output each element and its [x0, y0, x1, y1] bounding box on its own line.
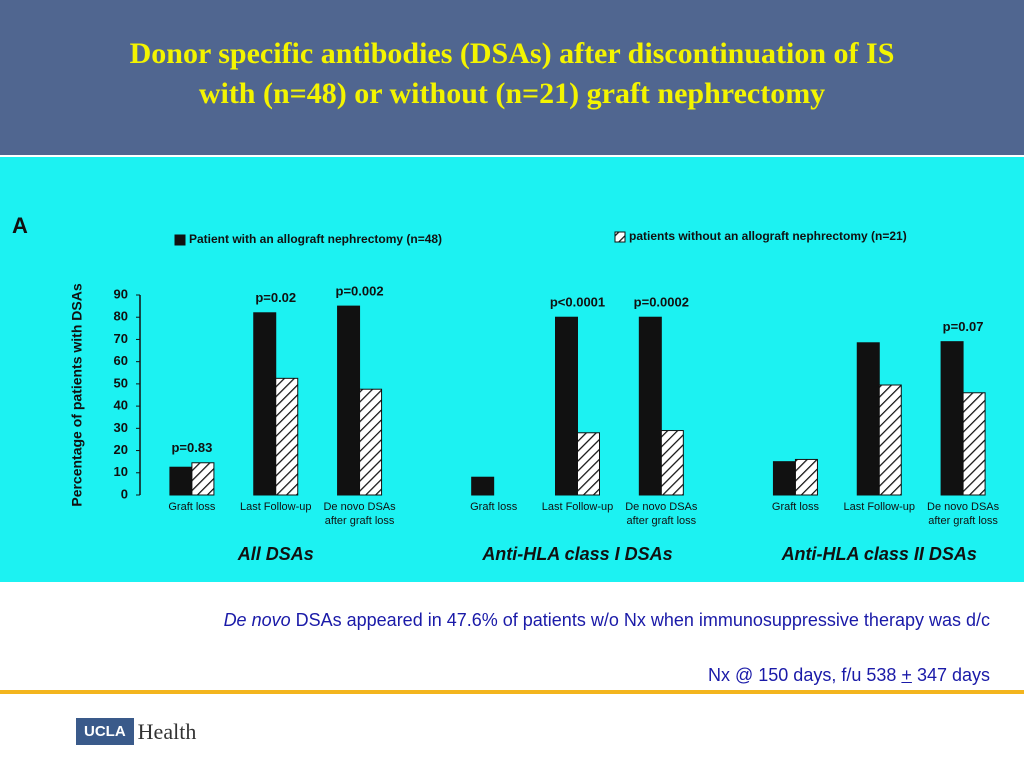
group-label: Anti-HLA class II DSAs — [781, 544, 977, 564]
title-band: Donor specific antibodies (DSAs) after d… — [0, 0, 1024, 155]
x-tick-label: De novo DSAs after graft loss — [927, 501, 1000, 527]
bar — [253, 312, 277, 496]
y-tick-label: 50 — [114, 375, 128, 390]
bar — [940, 341, 964, 496]
x-tick-label: Graft loss — [772, 501, 820, 513]
bar — [275, 377, 299, 496]
bar — [962, 392, 986, 496]
panel-label: A — [12, 213, 28, 238]
p-value: p<0.0001 — [550, 295, 605, 310]
x-tick-label: Graft loss — [168, 501, 216, 513]
p-value: p=0.0002 — [634, 295, 689, 310]
bar — [878, 384, 902, 496]
y-axis-label: Percentage of patients with DSAs — [69, 283, 85, 506]
x-tick-label: De novo DSAs after graft loss — [323, 501, 396, 527]
caption-text: 347 days — [916, 665, 990, 685]
divider — [0, 690, 1024, 694]
y-tick-label: 70 — [114, 331, 128, 346]
y-tick-label: 40 — [114, 398, 128, 413]
legend-swatch — [614, 231, 626, 243]
y-tick-label: 0 — [121, 486, 128, 501]
y-tick-label: 10 — [114, 464, 128, 479]
y-tick-label: 20 — [114, 442, 128, 457]
caption-line: Nx @ 150 days, f/u 538 + 347 days — [708, 665, 990, 686]
y-tick-label: 60 — [114, 353, 128, 368]
bar — [555, 316, 578, 496]
caption-text: DSAs appeared in 47.6% of patients w/o N… — [295, 610, 990, 630]
x-tick-label: Last Follow-up — [843, 501, 915, 513]
legend-label: patients without an allograft nephrectom… — [629, 229, 907, 243]
chart-panel: A Percentage of patients with DSAs 0 10 20… — [0, 157, 1024, 582]
caption: De novo DSAs appeared in 47.6% of patien… — [224, 610, 990, 631]
logo-badge: UCLA — [76, 718, 134, 745]
y-tick-label: 80 — [114, 309, 128, 324]
p-value: p=0.83 — [171, 440, 212, 455]
bar — [191, 462, 215, 496]
y-tick-label: 30 — [114, 420, 128, 435]
x-tick-label: De novo DSAs after graft loss — [625, 501, 698, 527]
bar — [772, 461, 796, 496]
y-tick-label: 90 — [114, 286, 128, 301]
bar — [660, 430, 684, 496]
caption-emphasis: De novo — [223, 610, 291, 630]
bar — [337, 305, 361, 496]
bar — [638, 316, 662, 496]
p-value: p=0.07 — [943, 319, 984, 334]
x-tick-label: Graft loss — [470, 501, 518, 513]
bar — [577, 432, 600, 496]
x-tick-label: Last Follow-up — [240, 501, 312, 513]
legend-swatch — [174, 234, 186, 246]
chart: A Percentage of patients with DSAs 0 10 20… — [12, 213, 1000, 564]
bar — [359, 388, 383, 496]
legend-label: Patient with an allograft nephrectomy (n… — [189, 232, 442, 246]
title: with (n=48) or without (n=21) graft neph… — [198, 77, 826, 110]
x-tick-label: Last Follow-up — [542, 501, 614, 513]
group-label: Anti-HLA class I DSAs — [481, 544, 672, 564]
p-value: p=0.02 — [255, 290, 296, 305]
bar — [471, 476, 495, 496]
caption-symbol: + — [901, 665, 912, 685]
title: Donor specific antibodies (DSAs) after d… — [129, 37, 895, 70]
bar — [169, 466, 193, 496]
caption-text: Nx @ 150 days, f/u 538 — [708, 665, 897, 685]
bar — [856, 342, 880, 496]
group-label: All DSAs — [237, 544, 314, 564]
bar — [794, 458, 818, 496]
logo: UCLA Health — [76, 718, 196, 745]
logo-name: Health — [137, 718, 197, 744]
p-value: p=0.002 — [336, 284, 384, 299]
